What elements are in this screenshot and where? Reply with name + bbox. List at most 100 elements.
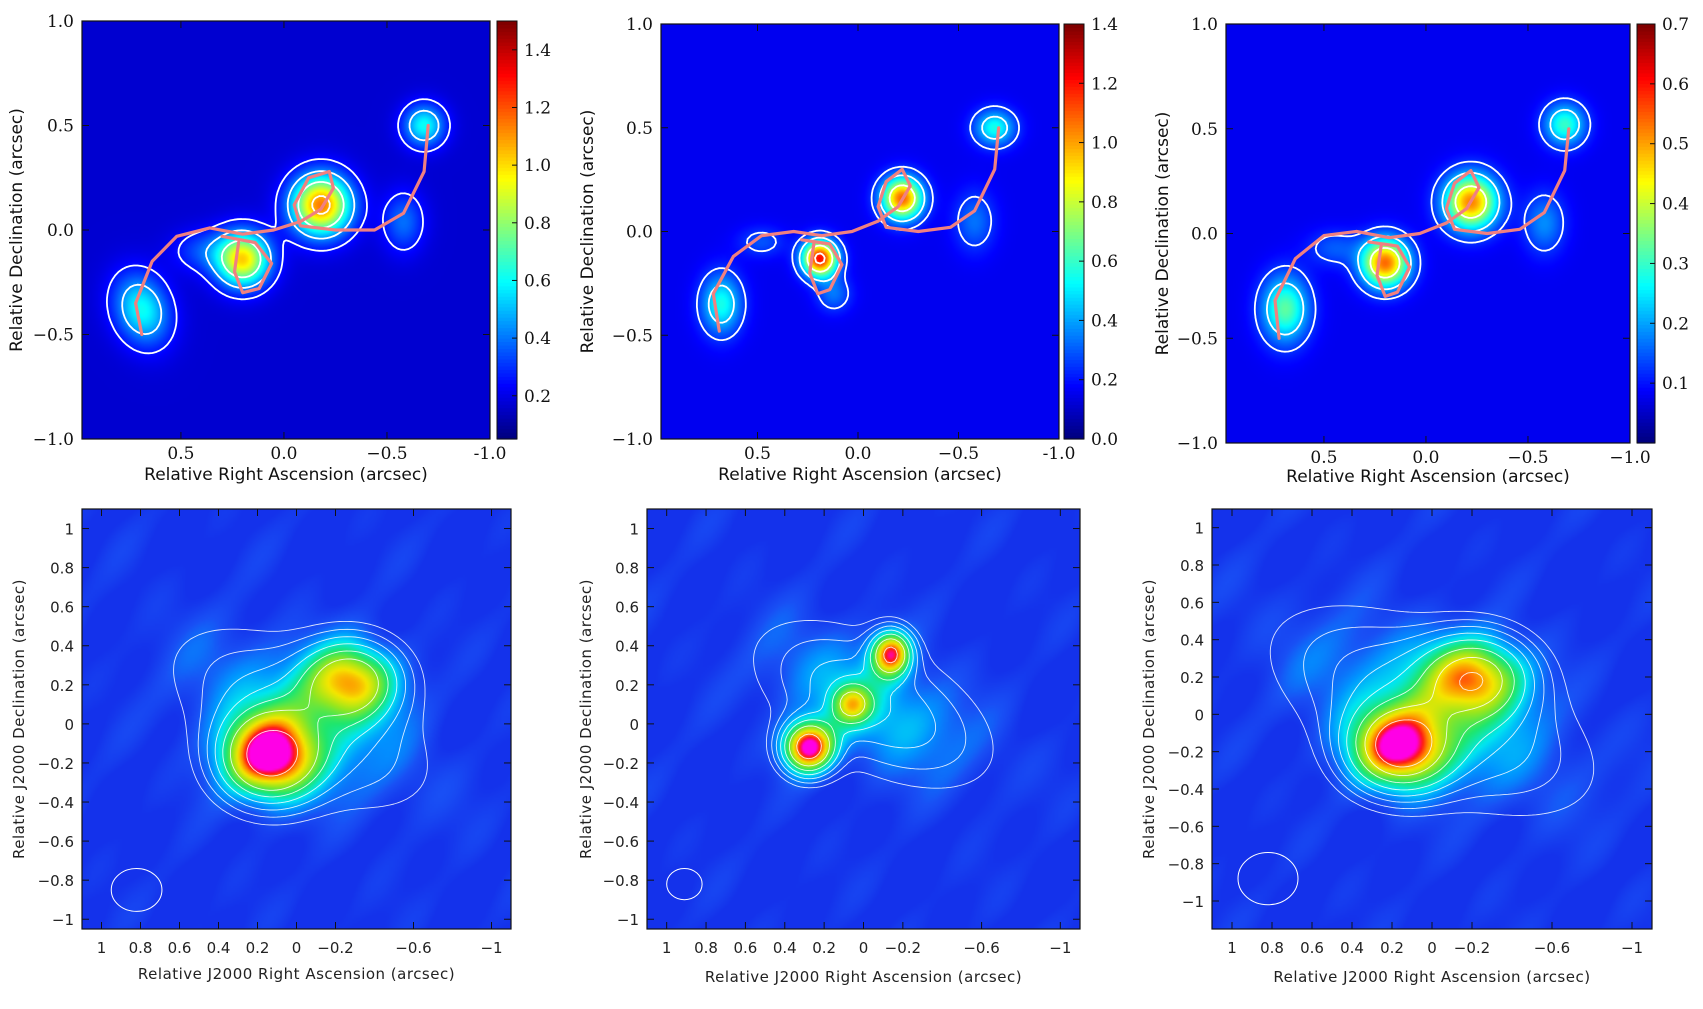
colorbar-step [1064, 273, 1084, 278]
model-curve-loop [1367, 240, 1412, 298]
colorbar-step [1637, 303, 1655, 308]
x-tick-label: −0.5 [938, 444, 979, 464]
colorbar-step [1637, 334, 1655, 339]
colorbar-step [1064, 252, 1084, 257]
colorbar-step [1064, 224, 1084, 229]
colorbar-step [497, 376, 517, 381]
colorbar-step [497, 278, 517, 283]
colorbar-step [497, 337, 517, 343]
colorbar-step [1637, 198, 1655, 203]
colorbar-step [497, 184, 517, 189]
colorbar-tick-label: 0.0 [1091, 430, 1118, 450]
colorbar-step [1064, 290, 1084, 295]
y-tick-label: −1.0 [612, 430, 653, 450]
colorbar-step [1637, 111, 1655, 116]
colorbar-step [1637, 72, 1655, 77]
colorbar-step [497, 38, 517, 43]
y-axis-label: Relative J2000 Declination (arcsec) [1140, 579, 1158, 859]
colorbar-step [1064, 387, 1084, 392]
x-tick-label: 0.8 [129, 939, 153, 957]
colorbar-step [1637, 216, 1655, 221]
panel-top-right: 0.5 0.0 −0.5 −1.0 −1.0 −0.5 0.0 0.5 1.0 Relative … [1153, 15, 1689, 487]
colorbar-step [1637, 27, 1655, 32]
model-curve-loop [800, 238, 844, 296]
y-axis-label: Relative Declination (arcsec) [578, 110, 598, 354]
colorbar-step [497, 188, 517, 193]
colorbar-step [1064, 276, 1084, 281]
model-curve-loop [220, 234, 274, 295]
colorbar-step [497, 240, 517, 245]
colorbar-step [497, 132, 517, 137]
colorbar-step [497, 216, 517, 221]
panel-bottom-left: 1 0.8 0.6 0.4 0.2 0 −0.2 −0.6 −1 −1 −0.8 −0.6 −0.4 −0… [10, 508, 512, 983]
x-tick-label: 1 [1227, 939, 1237, 957]
colorbar-step [497, 160, 517, 165]
y-tick-label: 1.0 [47, 12, 74, 32]
colorbar-step [1637, 247, 1655, 252]
colorbar-step [1064, 51, 1084, 56]
colorbar-step [1064, 373, 1084, 378]
colorbar-tick-label: 0.7 [1662, 15, 1689, 35]
colorbar-step [497, 202, 517, 207]
colorbar-step [497, 69, 517, 74]
colorbar-step [1637, 271, 1655, 276]
intensity-map [661, 24, 1059, 439]
colorbar-step [1064, 100, 1084, 105]
colorbar-step [497, 76, 517, 81]
x-tick-label: 0.2 [1380, 939, 1404, 957]
colorbar-step [1637, 163, 1655, 168]
contour-level-4 [214, 643, 398, 804]
colorbar-step [497, 195, 517, 200]
colorbar-step [1064, 82, 1084, 87]
colorbar-tick-label: 1.4 [524, 41, 551, 61]
colorbar-step [1064, 183, 1084, 188]
colorbar-step [1637, 37, 1655, 43]
x-tick-label: −0.2 [885, 939, 921, 957]
colorbar-step [1064, 41, 1084, 46]
x-tick-label: −0.5 [366, 444, 407, 464]
colorbar-step [497, 348, 517, 353]
colorbar-step [1064, 179, 1084, 184]
colorbar-step [1064, 359, 1084, 364]
colorbar-step [497, 317, 517, 322]
colorbar-step [1637, 317, 1655, 322]
colorbar-step [1637, 83, 1655, 88]
colorbar-step [497, 156, 517, 161]
colorbar-tick-label: 0.2 [1091, 371, 1118, 391]
y-tick-label: 0.4 [615, 638, 639, 656]
beam-ellipse [666, 867, 703, 901]
colorbar-step [497, 59, 517, 64]
colorbar-step [1064, 293, 1084, 298]
colorbar-step [1064, 390, 1084, 395]
colorbar-step [1064, 248, 1084, 253]
x-axis-label: Relative Right Ascension (arcsec) [1286, 467, 1570, 487]
colorbar-step [1064, 269, 1084, 274]
colorbar-step [1064, 196, 1084, 201]
colorbar-step [1064, 317, 1084, 323]
colorbar-step [497, 372, 517, 377]
contour-level-6 [229, 658, 379, 791]
colorbar-step [1064, 407, 1084, 412]
colorbar-step [1637, 34, 1655, 39]
colorbar-step [1064, 141, 1084, 146]
colorbar-step [1064, 34, 1084, 39]
colorbar-tick-label: 0.4 [524, 329, 551, 349]
colorbar-step [497, 425, 517, 430]
colorbar-step [1637, 139, 1655, 144]
colorbar-step [1064, 255, 1084, 260]
colorbar-step [1064, 176, 1084, 181]
colorbar-step [1064, 169, 1084, 174]
colorbar-step [1637, 348, 1655, 353]
colorbar-step [1637, 352, 1655, 357]
colorbar-step [497, 327, 517, 332]
colorbar-step [1637, 383, 1655, 388]
colorbar-step [1637, 376, 1655, 381]
colorbar-step [1064, 238, 1084, 243]
colorbar-step [1064, 68, 1084, 74]
colorbar-step [497, 435, 517, 440]
colorbar-step [497, 414, 517, 419]
colorbar-step [1637, 324, 1655, 329]
colorbar-step [1637, 156, 1655, 161]
contour-level-2 [1303, 619, 1562, 810]
colorbar-step [1064, 300, 1084, 305]
